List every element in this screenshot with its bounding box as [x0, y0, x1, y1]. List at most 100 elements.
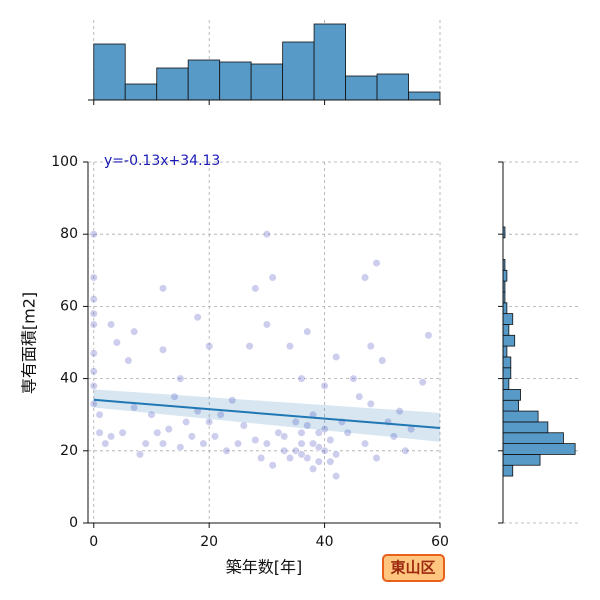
scatter-point: [89, 273, 98, 282]
scatter-point: [372, 258, 381, 268]
scatter-point: [193, 313, 202, 322]
scatter-point: [112, 338, 121, 347]
scatter-point: [424, 331, 433, 340]
scatter-point: [366, 342, 375, 351]
x-tick-label: 60: [431, 534, 449, 550]
hist-bar: [502, 421, 549, 434]
scatter-point: [89, 230, 98, 239]
scatter-point: [135, 450, 145, 459]
scatter-point: [187, 432, 196, 441]
y-tick-label: 100: [51, 154, 78, 170]
scatter-point: [106, 320, 116, 329]
scatter-point: [181, 417, 191, 427]
y-axis-label: 専有面積[m2]: [20, 292, 39, 394]
scatter-point: [262, 320, 271, 329]
hist-bar: [502, 464, 514, 477]
hist-bar: [502, 454, 541, 466]
scatter-point: [268, 461, 277, 470]
y-tick-label: 0: [69, 515, 78, 531]
scatter-point: [418, 378, 427, 387]
scatter-point: [332, 471, 341, 481]
hist-bar: [502, 443, 576, 455]
scatter-point: [291, 417, 300, 427]
hist-bar: [502, 334, 516, 347]
scatter-point: [349, 374, 358, 383]
scatter-point: [314, 443, 323, 452]
hist-bar: [502, 313, 514, 325]
scatter-point: [205, 417, 214, 427]
scatter-point: [245, 342, 254, 351]
scatter-point: [326, 457, 335, 466]
scatter-point: [355, 392, 364, 401]
scatter-point: [360, 439, 370, 448]
scatter-point: [95, 428, 104, 437]
badge-box: [382, 554, 445, 582]
scatter-point: [297, 428, 306, 437]
y-tick-label: 80: [60, 226, 78, 242]
scatter-point: [297, 450, 306, 459]
scatter-point: [130, 327, 139, 336]
y-tick-label: 60: [60, 298, 78, 314]
scatter-point: [285, 342, 295, 351]
fit-line: [93, 398, 441, 429]
scatter-point: [153, 428, 162, 437]
hist-bar: [502, 399, 520, 412]
scatter-point: [158, 284, 168, 293]
scatter-point: [332, 352, 341, 362]
hist-bar: [408, 91, 441, 101]
scatter-point: [89, 381, 98, 390]
scatter-point: [389, 432, 398, 441]
scatter-point: [239, 421, 248, 430]
scatter-point: [199, 439, 208, 448]
hist-bar: [124, 83, 158, 101]
badge-label: 東山区: [390, 559, 435, 577]
scatter-point: [141, 439, 150, 448]
scatter-point: [222, 446, 231, 455]
hist-bar: [376, 73, 409, 101]
scatter-point: [158, 345, 168, 354]
scatter-point: [228, 396, 237, 405]
scatter-point: [95, 410, 104, 419]
scatter-point: [164, 425, 173, 434]
scatter-point: [89, 367, 98, 376]
scatter-point: [303, 327, 312, 336]
hist-bar: [219, 61, 252, 101]
fit-equation: y=-0.13x+34.13: [104, 153, 220, 169]
scatter-point: [285, 453, 295, 463]
scatter-point: [308, 464, 318, 473]
scatter-point: [205, 342, 214, 351]
hist-bar: [502, 302, 508, 315]
scatter-point: [303, 421, 312, 430]
hist-bar: [502, 389, 521, 401]
scatter-point: [297, 439, 306, 448]
scatter-point: [366, 399, 375, 408]
scatter-point: [106, 432, 116, 441]
scatter-point: [89, 320, 98, 329]
confidence-band: [93, 389, 440, 442]
hist-bar: [502, 378, 510, 390]
scatter-point: [89, 349, 98, 358]
hist-bar: [156, 67, 189, 101]
hist-bar: [282, 41, 315, 101]
y-tick-label: 40: [60, 371, 78, 387]
hist-bar: [313, 23, 346, 101]
scatter-point: [262, 439, 271, 448]
x-tick-label: 0: [89, 534, 98, 550]
hist-bar: [502, 356, 512, 369]
scatter-point: [89, 309, 98, 318]
x-tick-label: 40: [316, 534, 334, 550]
scatter-point: [257, 453, 266, 463]
hist-bar: [502, 432, 564, 444]
scatter-point: [170, 392, 179, 401]
scatter-point: [291, 446, 300, 455]
scatter-point: [308, 439, 318, 448]
scatter-point: [378, 356, 387, 365]
hist-bar: [502, 269, 508, 282]
scatter-point: [303, 453, 312, 463]
hist-bar: [93, 43, 126, 101]
y-tick-label: 20: [60, 443, 78, 459]
scatter-point: [89, 295, 98, 304]
hist-bar: [187, 59, 221, 101]
hist-bar: [502, 367, 512, 379]
